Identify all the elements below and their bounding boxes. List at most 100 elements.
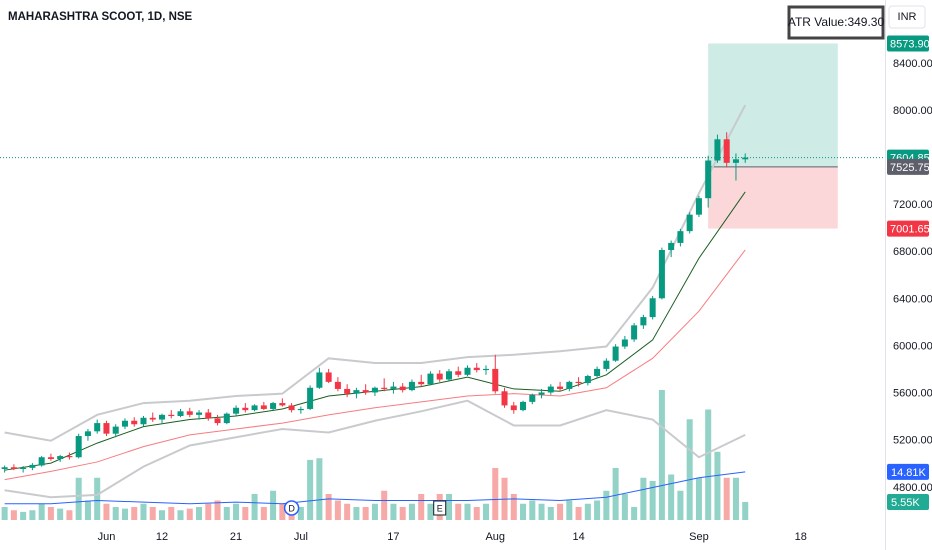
event-marker <box>283 500 300 516</box>
currency-button[interactable] <box>888 5 926 29</box>
volume-bar <box>566 500 573 520</box>
volume-bar <box>631 507 638 520</box>
volume-bar <box>131 507 138 520</box>
volume-bar <box>84 500 91 520</box>
volume-bar <box>66 510 73 520</box>
volume-bar <box>325 494 332 520</box>
candle-body <box>186 411 193 415</box>
volume-bar <box>575 507 582 520</box>
volume-bar <box>112 507 119 520</box>
volume-bar <box>251 494 258 520</box>
volume-bar <box>649 481 656 520</box>
volume-bar <box>10 510 17 520</box>
volume-bar <box>584 503 591 520</box>
candle-body <box>640 317 647 326</box>
candle-body <box>66 456 73 458</box>
y-tick-label: 5200.00 <box>893 435 932 447</box>
volume-bar <box>686 419 693 520</box>
volume-bar <box>94 477 101 520</box>
x-tick-label: 17 <box>387 531 399 543</box>
volume-bar <box>520 503 527 520</box>
candle-body <box>205 412 212 419</box>
candle-body <box>214 418 221 424</box>
volume-badge-label: 5.55K <box>891 497 920 509</box>
volume-bar <box>538 503 545 520</box>
volume-bar <box>621 494 628 520</box>
candle-body <box>168 414 175 417</box>
volume-bar <box>390 503 397 520</box>
candle-body <box>594 368 601 376</box>
candle-body <box>686 214 693 232</box>
volume-bar <box>75 477 82 520</box>
volume-bar <box>260 507 267 520</box>
volume-bar <box>445 494 452 520</box>
x-tick-label: Sep <box>689 531 709 543</box>
volume-bar <box>270 490 277 520</box>
x-tick-label: Aug <box>485 531 505 543</box>
candle-body <box>547 386 554 393</box>
candle-body <box>695 198 702 215</box>
volume-bar <box>344 503 351 520</box>
volume-bar <box>38 503 45 520</box>
candle-body <box>140 417 147 425</box>
volume-bar <box>658 390 665 520</box>
volume-bar <box>177 510 184 520</box>
x-tick-label: Jun <box>98 531 116 543</box>
volume-bar <box>399 507 406 520</box>
volume-bar <box>473 507 480 520</box>
candle-body <box>131 420 138 425</box>
price-badge-label: 8573.90 <box>890 38 930 50</box>
candle-body <box>270 403 277 409</box>
candle-body <box>316 372 323 388</box>
candle-body <box>38 457 45 466</box>
event-label: E <box>437 503 443 513</box>
candle-body <box>603 360 610 369</box>
candle-body <box>47 457 54 459</box>
indicator-line <box>4 104 747 442</box>
volume-bar <box>557 503 564 520</box>
candle-body <box>445 371 452 380</box>
volume-bar <box>20 511 27 520</box>
price-badge <box>887 158 929 175</box>
candle-body <box>538 392 545 395</box>
volume-bar <box>705 409 712 520</box>
volume-bar <box>742 501 749 520</box>
candle-body <box>233 407 240 414</box>
volume-bar <box>732 477 739 520</box>
candle-body <box>510 405 517 411</box>
currency: INR <box>898 11 917 23</box>
annotation-box <box>787 5 885 40</box>
volume-bar <box>223 507 230 520</box>
y-tick-label: 6400.00 <box>893 293 932 305</box>
volume-bar <box>612 468 619 520</box>
candle-body <box>436 373 443 380</box>
candle-body <box>390 386 397 389</box>
candle-body <box>223 413 230 424</box>
candle-body <box>418 381 425 385</box>
volume-bar <box>668 474 675 520</box>
volume-bar <box>57 508 64 520</box>
volume-bar <box>492 468 499 520</box>
volume-bar <box>510 494 517 520</box>
volume-badge-label: 14.81K <box>891 467 927 479</box>
candle-body <box>334 381 341 389</box>
annotation: ATR Value:349.30 <box>788 15 885 29</box>
candle-body <box>381 387 388 389</box>
volume-bar <box>196 507 203 520</box>
candle-body <box>103 423 110 434</box>
candle-body <box>557 386 564 389</box>
candle-body <box>94 423 101 432</box>
volume-badge <box>887 493 929 510</box>
candle-body <box>1 467 8 470</box>
candle-body <box>464 367 471 375</box>
candle-body <box>408 381 415 391</box>
y-tick-label: 7200.00 <box>893 199 932 211</box>
volume-bar <box>47 507 54 520</box>
volume-bar <box>29 510 36 520</box>
candle-body <box>668 242 675 250</box>
volume-bar <box>158 510 166 520</box>
volume-bar <box>1 507 8 520</box>
y-tick-label: 8400.00 <box>893 58 932 70</box>
volume-bar <box>547 507 554 520</box>
candle-body <box>658 249 665 299</box>
